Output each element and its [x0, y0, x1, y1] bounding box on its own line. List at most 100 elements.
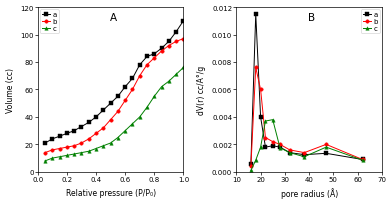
a — [116, 96, 120, 98]
b — [43, 152, 47, 154]
c — [72, 153, 76, 155]
c — [258, 146, 263, 149]
c — [278, 147, 282, 149]
a — [43, 142, 47, 144]
c — [130, 123, 135, 125]
a — [263, 146, 268, 149]
b — [72, 145, 76, 147]
Line: a: a — [44, 20, 185, 145]
c — [79, 152, 84, 154]
Legend: a, b, c: a, b, c — [361, 10, 380, 34]
b — [94, 133, 98, 135]
b — [65, 146, 69, 149]
c — [249, 169, 253, 172]
b — [249, 165, 253, 168]
b — [258, 89, 263, 91]
a — [50, 138, 55, 140]
b — [159, 51, 164, 53]
a — [79, 126, 84, 128]
c — [360, 159, 365, 162]
a — [57, 135, 62, 138]
c — [57, 156, 62, 158]
a — [86, 122, 91, 124]
c — [174, 74, 178, 76]
b — [50, 149, 55, 151]
b — [137, 75, 142, 78]
a — [145, 56, 149, 58]
b — [116, 111, 120, 113]
a — [94, 116, 98, 119]
a — [137, 64, 142, 67]
b — [324, 143, 328, 146]
Line: b: b — [249, 67, 364, 168]
c — [287, 152, 292, 154]
b — [57, 147, 62, 150]
a — [302, 154, 307, 156]
Text: B: B — [309, 13, 316, 23]
c — [167, 81, 171, 83]
a — [167, 41, 171, 43]
b — [360, 159, 365, 161]
a — [65, 133, 69, 135]
c — [108, 142, 113, 144]
b — [145, 64, 149, 67]
c — [123, 130, 127, 132]
b — [79, 142, 84, 144]
c — [270, 119, 275, 121]
c — [302, 156, 307, 158]
c — [263, 120, 268, 123]
b — [181, 38, 186, 41]
a — [130, 78, 135, 80]
a — [152, 53, 157, 56]
b — [287, 149, 292, 151]
c — [50, 157, 55, 160]
a — [287, 152, 292, 154]
c — [86, 150, 91, 153]
c — [65, 154, 69, 157]
b — [302, 152, 307, 154]
a — [123, 86, 127, 89]
a — [270, 145, 275, 147]
c — [101, 145, 106, 147]
b — [253, 67, 258, 69]
Text: A: A — [110, 13, 117, 23]
Line: b: b — [44, 38, 185, 155]
c — [145, 106, 149, 109]
Y-axis label: dV(r) cc/A°/g: dV(r) cc/A°/g — [197, 65, 206, 114]
b — [108, 119, 113, 121]
c — [94, 147, 98, 150]
b — [278, 143, 282, 146]
a — [278, 146, 282, 149]
b — [101, 127, 106, 130]
a — [174, 31, 178, 34]
Line: c: c — [44, 67, 185, 163]
b — [152, 57, 157, 60]
b — [270, 141, 275, 143]
Line: a: a — [249, 13, 364, 165]
Legend: a, b, c: a, b, c — [40, 10, 59, 34]
b — [123, 100, 127, 102]
c — [253, 159, 258, 162]
c — [181, 67, 186, 69]
b — [174, 41, 178, 43]
a — [249, 163, 253, 165]
a — [159, 48, 164, 50]
a — [360, 159, 365, 161]
c — [324, 146, 328, 149]
a — [253, 14, 258, 16]
c — [137, 116, 142, 119]
b — [167, 45, 171, 48]
c — [116, 137, 120, 139]
Y-axis label: Volume (cc): Volume (cc) — [5, 68, 15, 112]
X-axis label: pore radius (Å): pore radius (Å) — [281, 188, 338, 198]
c — [43, 160, 47, 162]
a — [181, 20, 186, 23]
c — [159, 86, 164, 89]
b — [130, 89, 135, 91]
b — [86, 138, 91, 140]
c — [152, 96, 157, 98]
Line: c: c — [249, 118, 364, 172]
X-axis label: Relative pressure (P/P₀): Relative pressure (P/P₀) — [65, 188, 156, 197]
b — [263, 137, 268, 139]
a — [324, 152, 328, 155]
